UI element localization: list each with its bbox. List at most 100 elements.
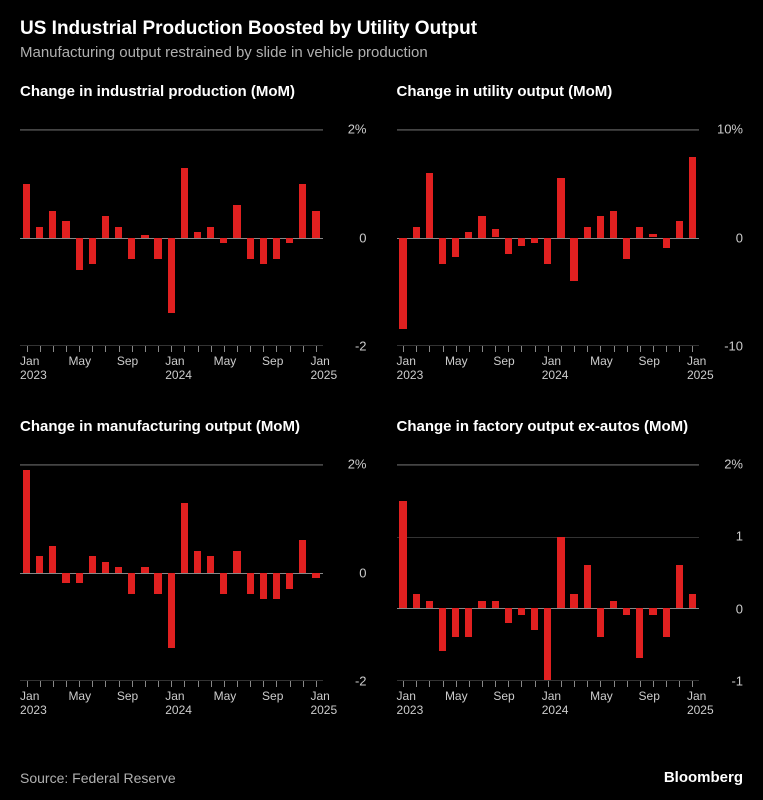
y-tick-label: 2%	[348, 457, 367, 472]
bar	[154, 573, 161, 595]
bar	[220, 238, 227, 243]
bar	[194, 551, 201, 573]
bar	[465, 232, 472, 237]
gridline	[397, 465, 700, 466]
bar	[141, 235, 148, 238]
xaxis-3: Jan2023MaySepJan2024MaySepJan2025	[397, 681, 700, 723]
bar	[128, 238, 135, 260]
x-tick	[679, 346, 680, 352]
bar	[623, 608, 630, 615]
x-tick	[276, 346, 277, 352]
bar	[260, 238, 267, 265]
x-tick	[303, 681, 304, 687]
y-tick-label: 1	[736, 529, 743, 544]
x-tick	[469, 346, 470, 352]
x-tick	[92, 346, 93, 352]
bar	[426, 173, 433, 238]
y-tick-label: 0	[736, 230, 743, 245]
x-tick	[429, 346, 430, 352]
x-tick-label: May	[68, 354, 91, 368]
panel-title-1: Change in utility output (MoM)	[397, 83, 744, 121]
ylabels-0: 2%0-2	[327, 129, 367, 346]
bar	[247, 573, 254, 595]
bar	[76, 238, 83, 270]
x-tick	[276, 681, 277, 687]
x-tick	[145, 346, 146, 352]
bar	[181, 503, 188, 573]
x-tick	[614, 346, 615, 352]
x-tick-label: Jan2024	[165, 689, 192, 717]
x-tick	[92, 681, 93, 687]
x-tick	[495, 346, 496, 352]
x-tick-label: May	[445, 354, 468, 368]
panel-0: Change in industrial production (MoM) 2%…	[20, 83, 367, 388]
bar	[649, 608, 656, 615]
subtitle: Manufacturing output restrained by slide…	[20, 44, 743, 61]
x-tick	[653, 681, 654, 687]
bar	[676, 221, 683, 237]
x-tick-label: Sep	[117, 689, 138, 703]
y-tick-label: 2%	[724, 457, 743, 472]
y-tick-label: 0	[736, 601, 743, 616]
xaxis-0: Jan2023MaySepJan2024MaySepJan2025	[20, 346, 323, 388]
bar	[584, 565, 591, 608]
bar	[23, 470, 30, 572]
x-tick	[679, 681, 680, 687]
bar	[115, 227, 122, 238]
x-tick	[443, 346, 444, 352]
bar	[544, 608, 551, 680]
x-tick	[250, 346, 251, 352]
x-tick	[456, 681, 457, 687]
bar	[597, 216, 604, 238]
x-tick	[27, 346, 28, 352]
y-tick-label: -1	[731, 674, 743, 689]
y-tick-label: 2%	[348, 122, 367, 137]
bar	[689, 157, 696, 238]
bar	[636, 227, 643, 238]
chart-1: 10%0-10Jan2023MaySepJan2024MaySepJan2025	[397, 129, 744, 388]
x-tick	[627, 681, 628, 687]
bar	[413, 594, 420, 608]
y-tick-label: -2	[355, 674, 367, 689]
x-tick	[198, 681, 199, 687]
xaxis-2: Jan2023MaySepJan2024MaySepJan2025	[20, 681, 323, 723]
bar	[663, 238, 670, 249]
ylabels-2: 2%0-2	[327, 464, 367, 681]
x-tick	[171, 681, 172, 687]
x-tick	[600, 346, 601, 352]
x-tick	[640, 681, 641, 687]
x-tick	[250, 681, 251, 687]
x-tick	[263, 681, 264, 687]
bar	[247, 238, 254, 260]
x-tick	[132, 346, 133, 352]
x-tick	[429, 681, 430, 687]
x-tick	[574, 346, 575, 352]
bar	[115, 567, 122, 572]
bar	[23, 184, 30, 238]
x-tick	[119, 681, 120, 687]
bar	[439, 608, 446, 651]
bar	[102, 216, 109, 238]
x-tick	[158, 346, 159, 352]
bar	[299, 184, 306, 238]
bar	[312, 573, 319, 578]
x-tick	[263, 346, 264, 352]
bar	[663, 608, 670, 637]
y-tick-label: 0	[359, 230, 366, 245]
bar	[286, 573, 293, 589]
x-tick-label: Sep	[262, 689, 283, 703]
bar	[636, 608, 643, 658]
bar	[62, 221, 69, 237]
x-tick	[666, 681, 667, 687]
bar	[478, 216, 485, 238]
y-tick-label: -10	[724, 339, 743, 354]
x-tick-label: May	[445, 689, 468, 703]
bar	[399, 501, 406, 609]
bar	[168, 573, 175, 648]
x-tick	[574, 681, 575, 687]
bar	[76, 573, 83, 584]
source-text: Source: Federal Reserve	[20, 770, 176, 786]
x-tick	[290, 681, 291, 687]
x-tick	[469, 681, 470, 687]
xaxis-1: Jan2023MaySepJan2024MaySepJan2025	[397, 346, 700, 388]
